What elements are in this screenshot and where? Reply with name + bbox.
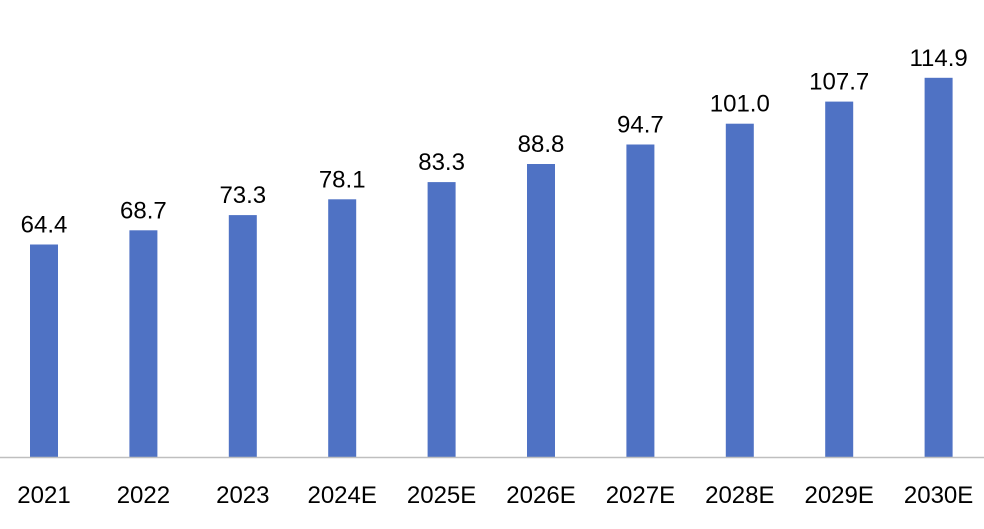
x-tick-label-2030E: 2030E <box>904 482 973 509</box>
x-tick-label-2023: 2023 <box>216 482 269 509</box>
bar-2026E <box>527 164 555 457</box>
bar-2030E <box>924 77 953 458</box>
x-tick-label-2024E: 2024E <box>307 482 376 509</box>
x-tick-label-2021: 2021 <box>17 482 70 509</box>
data-label-2021: 64.4 <box>21 212 68 239</box>
x-tick-label-2027E: 2027E <box>606 482 675 509</box>
data-label-2022: 68.7 <box>120 197 167 224</box>
data-label-2026E: 88.8 <box>518 131 565 158</box>
x-tick-label-2022: 2022 <box>117 482 170 509</box>
bar-2023 <box>228 215 257 457</box>
data-label-2029E: 107.7 <box>809 69 869 96</box>
x-tick-labels: 2021 2022 2023 2024E 2025E 2026E 2027E 2028E 202… <box>17 482 973 509</box>
data-label-2027E: 94.7 <box>617 112 664 139</box>
bar-2029E <box>825 101 854 457</box>
bar-2022 <box>129 230 158 457</box>
value-labels-layer: 64.4 68.7 73.3 78.1 83.3 88.8 94.7 101.0 107.7 11… <box>21 45 968 239</box>
data-label-2028E: 101.0 <box>710 91 770 118</box>
bars-layer <box>30 77 953 458</box>
data-label-2025E: 83.3 <box>418 149 465 176</box>
data-label-2030E: 114.9 <box>909 45 967 72</box>
bar-2028E <box>725 123 754 457</box>
bar-2024E <box>328 199 357 458</box>
bar-2025E <box>427 182 456 457</box>
x-tick-label-2028E: 2028E <box>705 482 774 509</box>
bar-2027E <box>626 144 655 457</box>
x-tick-label-2026E: 2026E <box>506 482 575 509</box>
data-label-2024E: 78.1 <box>319 166 366 193</box>
data-label-2023: 73.3 <box>219 182 266 209</box>
x-tick-label-2025E: 2025E <box>407 482 476 509</box>
x-tick-label-2029E: 2029E <box>804 482 873 509</box>
bar-2021 <box>30 244 58 457</box>
